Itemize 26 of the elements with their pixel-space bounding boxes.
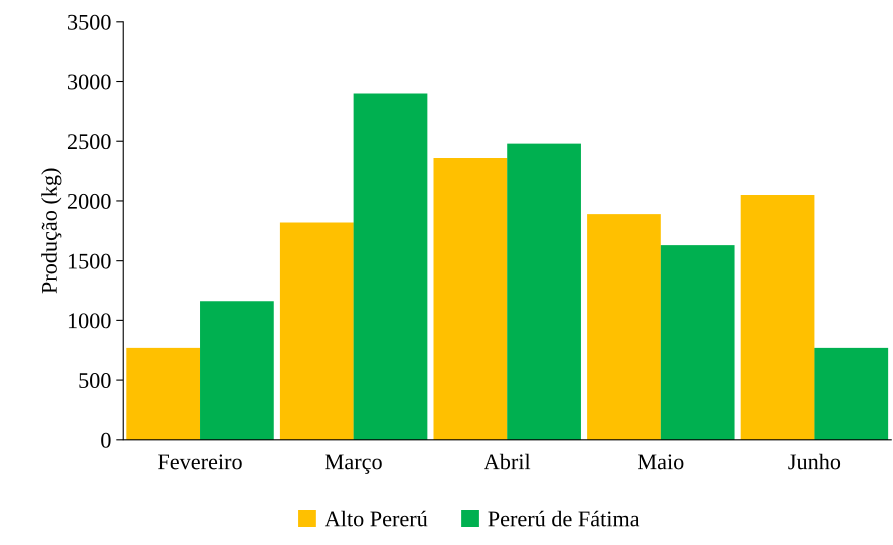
bar xyxy=(740,194,814,440)
bar xyxy=(354,93,428,440)
y-axis-title: Produção (kg) xyxy=(41,168,62,294)
y-tick-label: 0 xyxy=(101,432,111,448)
x-tick-label: Junho xyxy=(788,454,840,470)
bar xyxy=(200,301,274,440)
bar xyxy=(814,348,888,440)
y-tick-label: 3500 xyxy=(68,14,111,30)
x-tick-label: Março xyxy=(325,454,382,474)
x-tick-label: Fevereiro xyxy=(158,454,242,470)
bar xyxy=(660,245,735,440)
bar xyxy=(507,144,581,440)
bar xyxy=(434,158,508,440)
bar xyxy=(587,214,661,440)
bar xyxy=(126,348,200,440)
y-tick-label: 1000 xyxy=(68,313,111,328)
x-tick-label: Maio xyxy=(638,454,684,470)
legend-label: Pererú de Fátima xyxy=(488,510,640,526)
bar xyxy=(280,222,354,440)
x-tick-label: Abril xyxy=(484,454,530,470)
y-tick-label: 1500 xyxy=(68,254,111,269)
y-tick-label: 3000 xyxy=(68,74,111,90)
y-tick-label: 500 xyxy=(79,373,111,388)
y-tick-label: 2000 xyxy=(68,194,111,209)
y-tick-label: 2500 xyxy=(68,134,111,150)
legend-label: Alto Pererú xyxy=(324,510,428,526)
